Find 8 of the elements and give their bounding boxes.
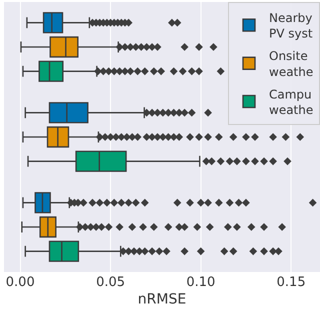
x-tick-label: 0.05 xyxy=(96,275,126,290)
legend-label: Nearby PV syst xyxy=(269,10,313,41)
x-tick-label: 0.10 xyxy=(186,275,216,290)
x-axis-title: nRMSE xyxy=(138,291,186,308)
legend-label: Onsite weathe xyxy=(269,49,314,79)
x-tick-label: 0.00 xyxy=(6,275,35,290)
x-tick-label: 0.15 xyxy=(276,275,306,290)
legend-label: Campu weathe xyxy=(269,87,314,117)
